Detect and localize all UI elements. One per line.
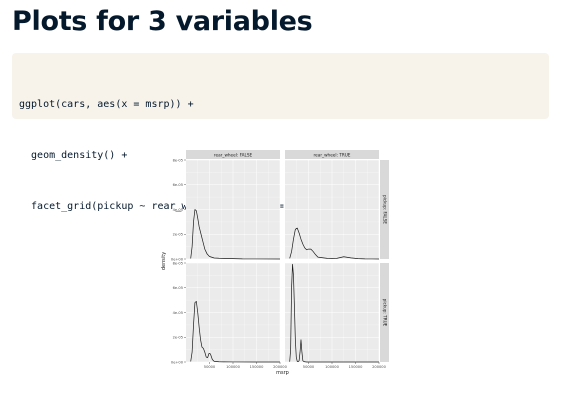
column-strip-label: rear_wheel: TRUE [314, 152, 351, 157]
density-curve [190, 209, 281, 260]
y-tick-label: 4e-05 [173, 311, 183, 315]
x-tick-label: 150000 [349, 365, 363, 369]
row-strip [380, 263, 389, 362]
x-tick-label: 100000 [226, 365, 240, 369]
y-tick-label: 8e-05 [173, 261, 183, 265]
y-tick-label: 0e+00 [171, 257, 184, 261]
y-tick-label: 8e-05 [173, 158, 183, 162]
y-axis-title: density [161, 252, 167, 270]
code-line-2: geom_density() + [19, 150, 128, 161]
x-axis-title: msrp [276, 370, 289, 376]
density-curve [289, 263, 379, 363]
y-tick-label: 2e-05 [173, 336, 183, 340]
row-strip-label: pickup: TRUE [383, 299, 388, 327]
row-strip-label: pickup: FALSE [383, 195, 388, 224]
code-line-1: ggplot(cars, aes(x = msrp)) + [19, 99, 194, 110]
density-curve [190, 301, 280, 363]
y-tick-label: 2e-05 [173, 233, 183, 237]
x-tick-label: 100000 [325, 365, 339, 369]
x-tick-label: 150000 [250, 365, 264, 369]
density-curve [289, 227, 380, 260]
column-strip [186, 150, 280, 159]
row-strip [380, 160, 389, 259]
y-tick-label: 6e-05 [173, 183, 183, 187]
page-title: Plots for 3 variables [12, 6, 313, 37]
y-tick-label: 4e-05 [173, 208, 183, 212]
x-tick-label: 200000 [372, 365, 386, 369]
x-tick-label: 50000 [303, 365, 315, 369]
column-strip [285, 150, 379, 159]
y-tick-label: 6e-05 [173, 286, 183, 290]
x-tick-label: 50000 [204, 365, 216, 369]
column-strip-label: rear_wheel: FALSE [214, 152, 253, 157]
y-tick-label: 0e+00 [171, 360, 184, 364]
x-tick-label: 200000 [273, 365, 287, 369]
